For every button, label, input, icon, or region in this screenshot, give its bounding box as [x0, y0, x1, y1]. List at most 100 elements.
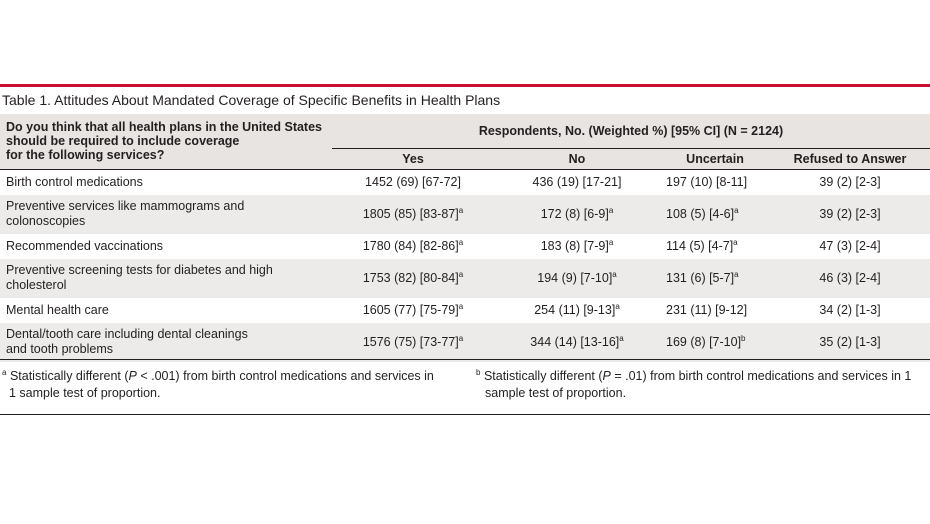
row-label-line: Preventive screening tests for diabetes … [6, 263, 273, 277]
cell-no-value: 436 (19) [17-21] [532, 175, 622, 190]
cell-uncertain-value: 108 (5) [4-6] [666, 207, 735, 221]
cell-uncertain-value: 231 (11) [9-12] [666, 303, 748, 317]
footnote-a-line2: 1 sample test of proportion. [9, 386, 161, 400]
cell-yes-value: 1605 (77) [75-79] [362, 303, 459, 317]
cell-yes-value: 1780 (84) [82-86] [362, 239, 459, 253]
row-label: Dental/tooth care including dental clean… [0, 323, 332, 362]
footnote-a-text: < .001) from birth control medications a… [136, 369, 434, 383]
cell-uncertain: 197 (10) [8-11] [660, 169, 770, 195]
cell-refused: 35 (2) [1-3] [770, 323, 930, 362]
cell-yes-value: 1805 (85) [83-87] [362, 207, 459, 221]
table-row: Preventive services like mammograms and c… [0, 194, 930, 234]
cell-yes: 1805 (85) [83-87]a [332, 195, 494, 234]
cell-refused: 39 (2) [2-3] [770, 195, 930, 234]
cell-refused-value: 39 (2) [2-3] [819, 207, 881, 221]
footnote-marker: a [608, 205, 614, 215]
row-label: Preventive services like mammograms and c… [0, 195, 332, 234]
cell-uncertain-value: 169 (8) [7-10] [666, 335, 742, 349]
cell-uncertain: 108 (5) [4-6]a [660, 195, 770, 234]
cell-no-value: 183 (8) [7-9] [540, 239, 609, 253]
cell-no: 344 (14) [13-16]a [494, 323, 660, 362]
footnote-marker: a [458, 301, 464, 311]
title-rule [0, 84, 930, 87]
table-title: Table 1. Attitudes About Mandated Covera… [2, 92, 501, 108]
row-label: Recommended vaccinations [0, 234, 332, 259]
footnote-a-italic: P [128, 369, 137, 383]
footnote-marker: a [612, 269, 617, 279]
footnote-marker: a [734, 205, 739, 215]
row-label-line: Dental/tooth care including dental clean… [6, 327, 248, 341]
footnote-a-marker: a [2, 367, 7, 377]
cell-refused-value: 34 (2) [1-3] [819, 303, 881, 317]
table-row: Dental/tooth care including dental clean… [0, 322, 930, 362]
question-line: should be required to include coverage [6, 134, 240, 148]
footnote-marker: a [734, 269, 739, 279]
table-row: Birth control medications 1452 (69) [67-7… [0, 169, 930, 195]
question-line: for the following services? [6, 148, 165, 162]
row-label-line: cholesterol [6, 278, 67, 292]
cell-refused-value: 46 (3) [2-4] [819, 271, 881, 285]
cell-yes-value: 1753 (82) [80-84] [362, 271, 459, 285]
cell-uncertain: 114 (5) [4-7]a [660, 234, 770, 259]
cell-refused-value: 39 (2) [2-3] [819, 175, 881, 190]
cell-refused: 34 (2) [1-3] [770, 298, 930, 323]
cell-refused: 39 (2) [2-3] [770, 169, 930, 195]
header-row-1: Do you think that all health plans in th… [0, 114, 930, 162]
question-header: Do you think that all health plans in th… [0, 114, 332, 170]
data-table: Do you think that all health plans in th… [0, 114, 930, 362]
row-label-line: Recommended vaccinations [6, 238, 164, 253]
footnote-marker: a [733, 237, 738, 247]
question-line: Do you think that all health plans in th… [6, 120, 323, 134]
cell-no-value: 344 (14) [13-16] [530, 335, 620, 349]
column-header-no: No [494, 148, 660, 170]
row-label-line: Mental health care [6, 302, 109, 317]
row-label: Mental health care [0, 298, 332, 323]
footnote-a-text: Statistically different ( [9, 369, 129, 383]
cell-no: 436 (19) [17-21] [494, 169, 660, 195]
cell-no: 194 (9) [7-10]a [494, 259, 660, 298]
row-label-line: Preventive services like mammograms and [6, 199, 245, 213]
row-label: Birth control medications [0, 169, 332, 195]
footnote-b-marker: b [476, 367, 481, 377]
cell-no-value: 194 (9) [7-10] [537, 271, 613, 285]
footnote-b-text: Statistically different ( [483, 369, 603, 383]
footnote-marker: a [458, 333, 464, 343]
cell-yes-value: 1452 (69) [67-72] [365, 175, 461, 190]
footnote-bottom-rule [0, 414, 930, 415]
footnote-b-line2: sample test of proportion. [485, 386, 627, 400]
footnote-marker: a [608, 237, 614, 247]
cell-uncertain-value: 114 (5) [4-7] [666, 239, 734, 253]
column-header-uncertain: Uncertain [660, 148, 770, 170]
cell-no-value: 172 (8) [6-9] [540, 207, 609, 221]
table-row: Mental health care 1605 (77) [75-79]a 254 … [0, 297, 930, 323]
row-label-line: colonoscopies [6, 214, 86, 228]
table-row: Preventive screening tests for diabetes … [0, 258, 930, 298]
table-row: Recommended vaccinations 1780 (84) [82-86… [0, 233, 930, 259]
cell-refused-value: 35 (2) [1-3] [819, 335, 881, 349]
row-label: Preventive screening tests for diabetes … [0, 259, 332, 298]
footnote-b: b Statistically different (P = .01) from… [476, 368, 911, 402]
cell-yes: 1452 (69) [67-72] [332, 169, 494, 195]
cell-yes-value: 1576 (75) [73-77] [362, 335, 459, 349]
footnote-a: a Statistically different (P < .001) fro… [2, 368, 434, 402]
cell-no: 172 (8) [6-9]a [494, 195, 660, 234]
cell-uncertain-value: 197 (10) [8-11] [666, 175, 748, 190]
cell-yes: 1605 (77) [75-79]a [332, 298, 494, 323]
column-header-yes: Yes [332, 148, 494, 170]
respondents-group-header: Respondents, No. (Weighted %) [95% CI] (… [478, 124, 784, 138]
cell-no-value: 254 (11) [9-13] [534, 303, 616, 317]
table-bottom-rule [0, 359, 930, 360]
cell-uncertain: 131 (6) [5-7]a [660, 259, 770, 298]
cell-no: 183 (8) [7-9]a [494, 234, 660, 259]
footnote-marker: a [619, 333, 624, 343]
footnote-marker: b [741, 333, 746, 343]
cell-yes: 1576 (75) [73-77]a [332, 323, 494, 362]
footnote-b-text: = .01) from birth control medications an… [610, 369, 912, 383]
cell-yes: 1780 (84) [82-86]a [332, 234, 494, 259]
footnote-marker: a [615, 301, 620, 311]
cell-refused: 47 (3) [2-4] [770, 234, 930, 259]
cell-refused: 46 (3) [2-4] [770, 259, 930, 298]
column-header-refused: Refused to Answer [770, 148, 930, 170]
cell-uncertain-value: 131 (6) [5-7] [666, 271, 735, 285]
cell-no: 254 (11) [9-13]a [494, 298, 660, 323]
